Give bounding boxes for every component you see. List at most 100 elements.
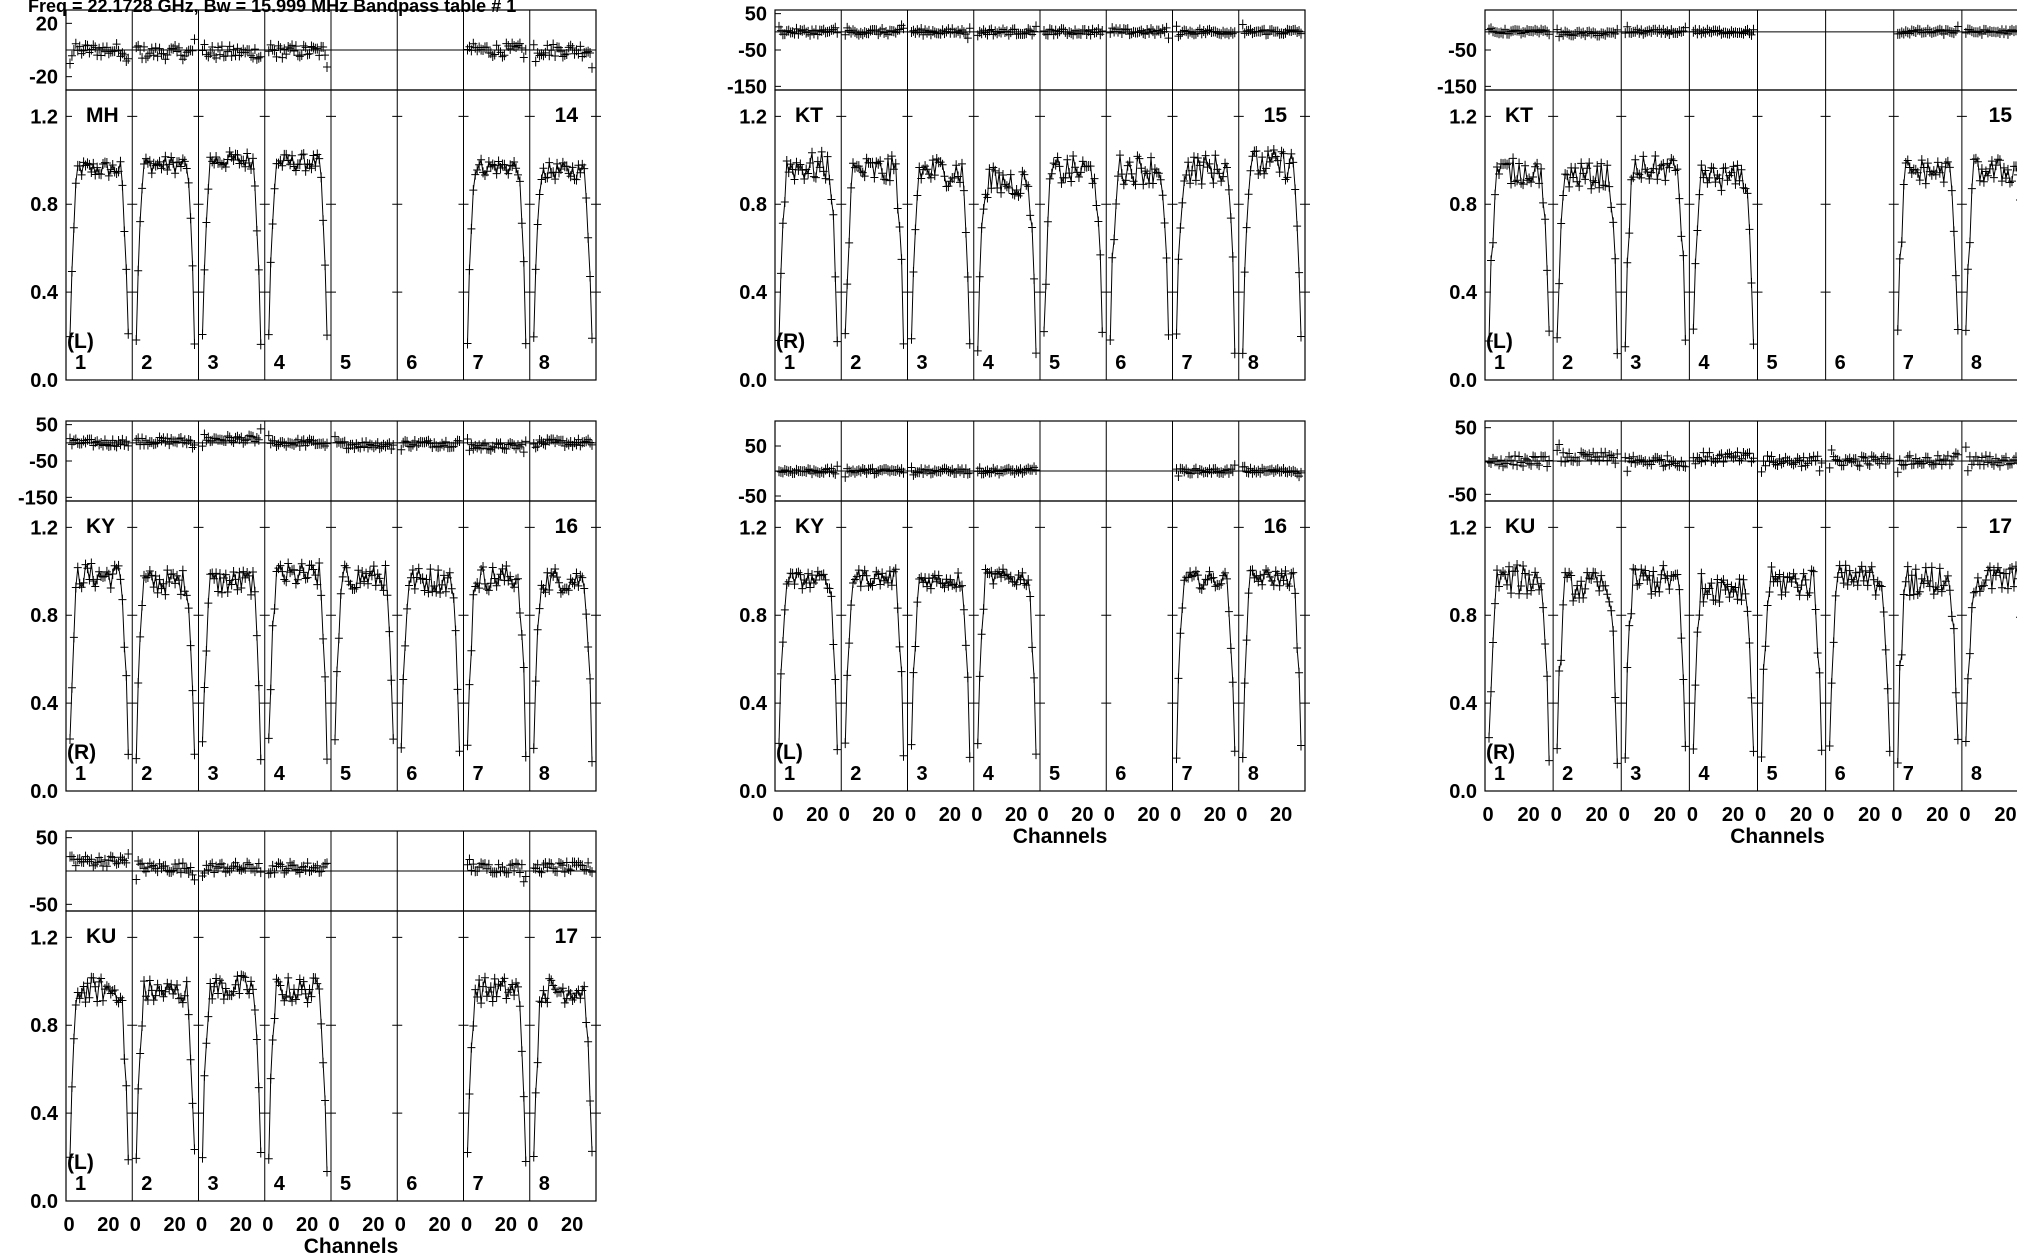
amplitude-point (367, 570, 376, 581)
amplitude-tick-label: 0.4 (30, 693, 59, 715)
amplitude-point (1541, 639, 1550, 650)
amplitude-point (375, 573, 384, 584)
phase-point (1002, 464, 1011, 475)
phase-point (1713, 26, 1722, 37)
phase-point (500, 866, 509, 877)
amplitude-point (134, 265, 143, 276)
phase-point (1681, 22, 1690, 33)
amplitude-point (1893, 757, 1902, 768)
amplitude-point (1489, 237, 1498, 248)
amplitude-point (923, 164, 932, 175)
phase-point (1533, 458, 1542, 469)
amplitude-point (1559, 190, 1568, 201)
amplitude-point (289, 161, 298, 172)
phase-point (1937, 459, 1946, 470)
channel-label: 8 (1248, 763, 1259, 785)
amplitude-point (553, 987, 562, 998)
phase-point (817, 25, 826, 36)
amplitude-point (140, 159, 149, 170)
amplitude-point (1689, 744, 1698, 755)
amplitude-point (401, 640, 410, 651)
phase-point (473, 865, 482, 876)
amplitude-point (99, 159, 108, 170)
phase-point (778, 467, 787, 478)
amplitude-point (1002, 569, 1011, 580)
amplitude-series (533, 568, 593, 762)
amplitude-point (66, 1152, 74, 1163)
amplitude-point (1697, 568, 1706, 579)
amplitude-point (897, 254, 906, 265)
channel-label: 8 (539, 1173, 550, 1195)
amplitude-point (790, 579, 799, 590)
phase-point (798, 25, 807, 36)
amplitude-point (804, 168, 813, 179)
amplitude-point (1973, 572, 1982, 583)
phase-point (1613, 24, 1622, 35)
amplitude-point (588, 756, 596, 767)
amplitude-point (985, 568, 994, 579)
phase-point (141, 866, 150, 877)
channel-label: 1 (1494, 352, 1505, 374)
phase-point (549, 863, 558, 874)
amplitude-point (1527, 585, 1536, 596)
amplitude-point (180, 156, 189, 167)
phase-point (104, 440, 113, 451)
amplitude-point (954, 171, 963, 182)
amplitude-point (1633, 168, 1642, 179)
antenna-label: KY (795, 515, 824, 538)
amplitude-point (794, 567, 803, 578)
amplitude-point (81, 997, 90, 1008)
amplitude-point (1727, 581, 1736, 592)
phase-point (1487, 457, 1495, 468)
amplitude-point (252, 630, 261, 641)
amplitude-point (317, 590, 326, 601)
amplitude-point (1945, 585, 1954, 596)
phase-point (145, 48, 154, 59)
phase-point (1154, 25, 1163, 36)
phase-point (212, 861, 221, 872)
amplitude-point (1203, 574, 1212, 585)
amplitude-point (247, 163, 256, 174)
amplitude-point (1006, 169, 1015, 180)
phase-point (889, 26, 898, 37)
amplitude-point (303, 572, 312, 583)
amplitude-point (295, 565, 304, 576)
amplitude-point (1291, 184, 1300, 195)
amplitude-point (120, 1054, 129, 1065)
phase-point (1228, 28, 1237, 39)
amplitude-point (67, 266, 76, 277)
phase-point (1677, 26, 1686, 37)
amplitude-point (1903, 155, 1912, 166)
amplitude-point (1539, 197, 1548, 208)
amplitude-point (469, 1021, 478, 1032)
phase-point (576, 41, 585, 52)
amplitude-point (893, 603, 902, 614)
amplitude-point (1275, 580, 1284, 591)
amplitude-point (1184, 572, 1193, 583)
amplitude-point (278, 566, 287, 577)
amplitude-point (827, 194, 836, 205)
phase-point (1981, 451, 1990, 462)
amplitude-point (913, 597, 922, 608)
phase-point (268, 860, 277, 871)
phase-point (1857, 451, 1866, 462)
phase-point (399, 437, 408, 448)
phase-point (229, 44, 238, 55)
amplitude-point (1787, 576, 1796, 587)
amplitude-point (120, 226, 129, 237)
amplitude-point (946, 574, 955, 585)
amplitude-point (782, 578, 791, 589)
amplitude-point (443, 572, 452, 583)
phase-point (802, 27, 811, 38)
phase-point (167, 433, 176, 444)
amplitude-point (870, 172, 879, 183)
channel-label: 2 (141, 352, 152, 374)
amplitude-point (1567, 570, 1576, 581)
phase-point (371, 440, 380, 451)
phase-point (488, 51, 497, 62)
amplitude-point (174, 575, 183, 586)
phase-point (87, 44, 96, 55)
phase-point (531, 56, 540, 67)
amplitude-point (229, 567, 238, 578)
amplitude-point (919, 577, 928, 588)
